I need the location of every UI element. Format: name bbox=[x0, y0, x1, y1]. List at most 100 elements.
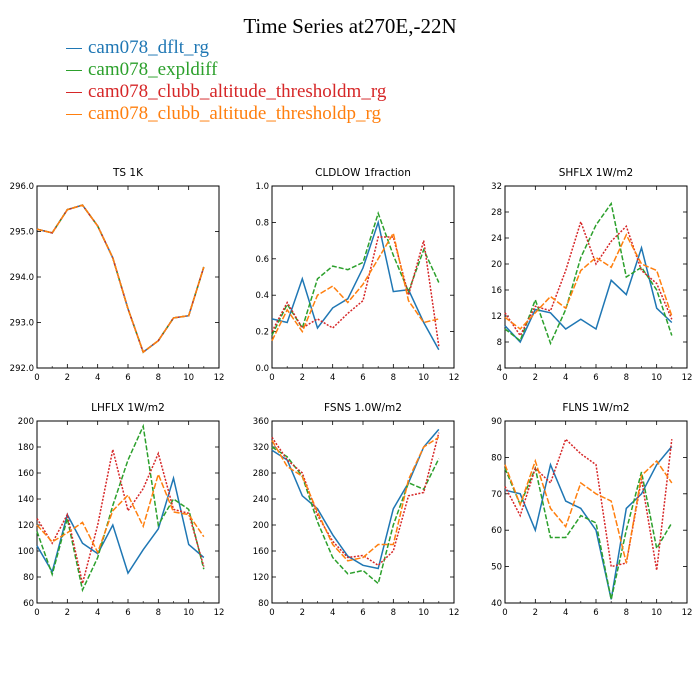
legend-label: cam078_clubb_altitude_thresholdm_rg bbox=[88, 81, 387, 102]
y-tick-label: 120 bbox=[253, 573, 269, 583]
y-tick-label: 0.4 bbox=[255, 291, 269, 301]
legend-entry: cam078_expldiff bbox=[66, 59, 386, 81]
series-line-cam078_clubb_altitude_thresholdm_rg bbox=[504, 437, 673, 571]
y-tick-label: 200 bbox=[253, 521, 269, 531]
series-line-cam078_expldiff bbox=[36, 423, 205, 593]
y-tick-label: 0.8 bbox=[255, 218, 269, 228]
y-tick-label: 280 bbox=[253, 469, 269, 479]
series-line-cam078_clubb_altitude_thresholdm_rg bbox=[271, 432, 440, 567]
x-tick-label: 0 bbox=[502, 608, 507, 618]
x-tick-label: 0 bbox=[269, 373, 274, 383]
panel-frame bbox=[271, 420, 455, 604]
series-line-cam078_clubb_altitude_thresholdp_rg bbox=[504, 233, 673, 331]
y-tick-label: 120 bbox=[18, 521, 34, 531]
series-line-cam078_clubb_altitude_thresholdp_rg bbox=[36, 472, 205, 555]
x-tick-label: 6 bbox=[125, 608, 130, 618]
panel-title: FSNS 1.0W/m2 bbox=[324, 402, 402, 414]
x-tick-label: 8 bbox=[156, 373, 161, 383]
x-tick-label: 2 bbox=[300, 373, 305, 383]
panel-title: TS 1K bbox=[112, 167, 144, 179]
x-tick-label: 6 bbox=[360, 373, 365, 383]
x-tick-label: 6 bbox=[593, 373, 598, 383]
y-tick-label: 240 bbox=[253, 495, 269, 505]
x-tick-label: 4 bbox=[563, 373, 568, 383]
y-tick-label: 292.0 bbox=[10, 364, 34, 374]
x-tick-label: 4 bbox=[95, 373, 100, 383]
y-tick-label: 180 bbox=[18, 443, 34, 453]
legend-entry: cam078_dflt_rg bbox=[66, 37, 386, 59]
series-line-cam078_dflt_rg bbox=[36, 204, 205, 354]
x-tick-label: 10 bbox=[418, 373, 429, 383]
series-line-cam078_clubb_altitude_thresholdm_rg bbox=[36, 204, 205, 354]
y-tick-label: 0.6 bbox=[255, 255, 269, 265]
y-tick-label: 4 bbox=[497, 364, 502, 374]
x-tick-label: 4 bbox=[330, 608, 335, 618]
x-tick-label: 0 bbox=[34, 608, 39, 618]
x-tick-label: 4 bbox=[563, 608, 568, 618]
panel-title: CLDLOW 1fraction bbox=[315, 167, 411, 179]
x-tick-label: 10 bbox=[418, 608, 429, 618]
x-tick-label: 6 bbox=[125, 373, 130, 383]
legend-label: cam078_dflt_rg bbox=[88, 37, 210, 58]
series-line-cam078_clubb_altitude_thresholdp_rg bbox=[36, 204, 205, 354]
y-tick-label: 16 bbox=[491, 286, 502, 296]
y-tick-label: 80 bbox=[258, 599, 269, 609]
series-line-cam078_expldiff bbox=[271, 446, 440, 585]
legend-swatch bbox=[66, 70, 82, 72]
y-tick-label: 90 bbox=[491, 417, 502, 427]
legend-entry: cam078_clubb_altitude_thresholdp_rg bbox=[66, 103, 386, 125]
y-tick-label: 295.0 bbox=[10, 228, 34, 238]
panel-title: SHFLX 1W/m2 bbox=[559, 167, 634, 179]
x-tick-label: 8 bbox=[391, 608, 396, 618]
x-tick-label: 12 bbox=[682, 608, 693, 618]
x-tick-label: 10 bbox=[183, 608, 194, 618]
x-tick-label: 10 bbox=[183, 373, 194, 383]
chart-main-title: Time Series at270E,-22N bbox=[243, 14, 457, 38]
series-line-cam078_dflt_rg bbox=[36, 475, 205, 575]
y-tick-label: 0.0 bbox=[255, 364, 269, 374]
series-line-cam078_expldiff bbox=[36, 204, 205, 354]
y-tick-label: 50 bbox=[491, 563, 502, 573]
series-line-cam078_clubb_altitude_thresholdm_rg bbox=[504, 219, 673, 337]
x-tick-label: 12 bbox=[214, 373, 225, 383]
series-line-cam078_clubb_altitude_thresholdm_rg bbox=[36, 449, 205, 584]
x-tick-label: 4 bbox=[330, 373, 335, 383]
x-tick-label: 10 bbox=[651, 373, 662, 383]
panel-title: LHFLX 1W/m2 bbox=[91, 402, 165, 414]
x-tick-label: 2 bbox=[65, 608, 70, 618]
y-tick-label: 160 bbox=[18, 469, 34, 479]
y-tick-label: 296.0 bbox=[10, 182, 34, 192]
x-tick-label: 6 bbox=[360, 608, 365, 618]
y-tick-label: 32 bbox=[491, 182, 502, 192]
panel-frame bbox=[504, 185, 688, 369]
series-line-cam078_dflt_rg bbox=[504, 446, 673, 600]
x-tick-label: 2 bbox=[533, 608, 538, 618]
y-tick-label: 0.2 bbox=[255, 328, 269, 338]
y-tick-label: 140 bbox=[18, 495, 34, 505]
legend-swatch bbox=[66, 92, 82, 94]
x-tick-label: 12 bbox=[214, 608, 225, 618]
y-tick-label: 1.0 bbox=[255, 182, 269, 192]
legend-entry: cam078_clubb_altitude_thresholdm_rg bbox=[66, 81, 386, 103]
x-tick-label: 6 bbox=[593, 608, 598, 618]
x-tick-label: 2 bbox=[65, 373, 70, 383]
legend-swatch bbox=[66, 114, 82, 116]
x-tick-label: 10 bbox=[651, 608, 662, 618]
y-tick-label: 294.0 bbox=[10, 273, 34, 283]
y-tick-label: 293.0 bbox=[10, 319, 34, 329]
x-tick-label: 8 bbox=[624, 608, 629, 618]
series-line-cam078_clubb_altitude_thresholdp_rg bbox=[504, 458, 673, 564]
y-tick-label: 12 bbox=[491, 312, 502, 322]
series-line-cam078_dflt_rg bbox=[271, 428, 440, 570]
series-line-cam078_expldiff bbox=[504, 465, 673, 600]
x-tick-label: 0 bbox=[502, 373, 507, 383]
y-tick-label: 60 bbox=[491, 526, 502, 536]
y-tick-label: 160 bbox=[253, 547, 269, 557]
legend-label: cam078_clubb_altitude_thresholdp_rg bbox=[88, 103, 382, 124]
y-tick-label: 320 bbox=[253, 443, 269, 453]
y-tick-label: 20 bbox=[491, 260, 502, 270]
legend: cam078_dflt_rg cam078_expldiff cam078_cl… bbox=[66, 37, 386, 125]
series-line-cam078_clubb_altitude_thresholdm_rg bbox=[271, 236, 440, 347]
y-tick-label: 80 bbox=[491, 453, 502, 463]
panel-frame bbox=[36, 420, 220, 604]
